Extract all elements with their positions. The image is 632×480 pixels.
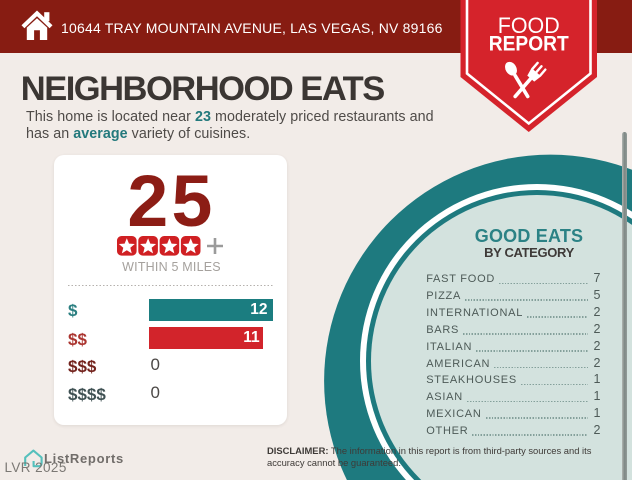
svg-text:REPORT: REPORT: [489, 31, 569, 55]
svg-text:FOOD: FOOD: [498, 13, 560, 38]
